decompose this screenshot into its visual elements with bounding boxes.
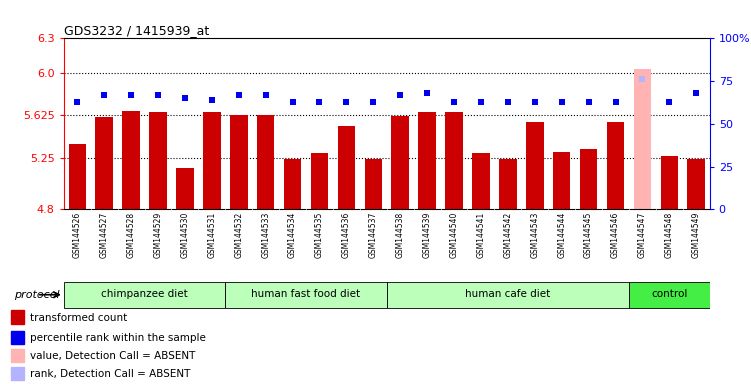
Bar — [634, 69, 651, 209]
Text: GSM144535: GSM144535 — [315, 212, 324, 258]
Bar — [122, 111, 140, 209]
Point — [690, 90, 702, 96]
Bar — [472, 153, 490, 209]
Text: GSM144536: GSM144536 — [342, 212, 351, 258]
Point — [287, 99, 299, 105]
Text: GSM144546: GSM144546 — [611, 212, 620, 258]
Text: control: control — [651, 289, 687, 299]
Bar — [338, 126, 355, 209]
Text: GSM144542: GSM144542 — [503, 212, 512, 258]
Bar — [687, 159, 705, 209]
Text: transformed count: transformed count — [29, 313, 127, 323]
Point — [313, 99, 325, 105]
Text: GSM144532: GSM144532 — [234, 212, 243, 258]
Bar — [445, 112, 463, 209]
Bar — [176, 168, 194, 209]
Text: GSM144545: GSM144545 — [584, 212, 593, 258]
Text: GSM144528: GSM144528 — [127, 212, 136, 258]
Text: GSM144544: GSM144544 — [557, 212, 566, 258]
Text: protocol: protocol — [14, 290, 60, 300]
Point — [152, 92, 164, 98]
Bar — [391, 116, 409, 209]
Bar — [418, 112, 436, 209]
Bar — [553, 152, 571, 209]
Bar — [661, 156, 678, 209]
Bar — [580, 149, 597, 209]
Point — [71, 99, 83, 105]
Text: GSM144547: GSM144547 — [638, 212, 647, 258]
Point — [260, 92, 272, 98]
Bar — [526, 122, 544, 209]
Bar — [149, 113, 167, 209]
Bar — [257, 115, 274, 209]
Text: GSM144537: GSM144537 — [369, 212, 378, 258]
Text: GSM144534: GSM144534 — [288, 212, 297, 258]
Point — [206, 97, 218, 103]
Bar — [11, 349, 25, 362]
Point — [367, 99, 379, 105]
FancyBboxPatch shape — [225, 282, 387, 308]
Point — [556, 99, 568, 105]
Text: GSM144541: GSM144541 — [476, 212, 485, 258]
Point — [475, 99, 487, 105]
Point — [179, 95, 191, 101]
Bar — [11, 310, 25, 324]
Bar — [607, 122, 624, 209]
Text: GSM144531: GSM144531 — [207, 212, 216, 258]
Point — [663, 99, 675, 105]
Point — [421, 90, 433, 96]
Text: human cafe diet: human cafe diet — [465, 289, 550, 299]
Text: human fast food diet: human fast food diet — [252, 289, 360, 299]
Text: chimpanzee diet: chimpanzee diet — [101, 289, 188, 299]
Text: GSM144530: GSM144530 — [180, 212, 189, 258]
Point — [98, 92, 110, 98]
Text: GSM144538: GSM144538 — [396, 212, 405, 258]
Text: GSM144529: GSM144529 — [153, 212, 162, 258]
Bar — [311, 153, 328, 209]
Text: GSM144540: GSM144540 — [450, 212, 459, 258]
Text: GSM144527: GSM144527 — [100, 212, 109, 258]
Point — [125, 92, 137, 98]
Text: GSM144549: GSM144549 — [692, 212, 701, 258]
Text: GSM144543: GSM144543 — [530, 212, 539, 258]
Point — [394, 92, 406, 98]
Point — [610, 99, 622, 105]
Bar — [95, 117, 113, 209]
FancyBboxPatch shape — [629, 282, 710, 308]
Point — [340, 99, 352, 105]
Text: GSM144539: GSM144539 — [423, 212, 432, 258]
Point — [448, 99, 460, 105]
Bar — [364, 159, 382, 209]
Text: rank, Detection Call = ABSENT: rank, Detection Call = ABSENT — [29, 369, 190, 379]
Bar — [203, 112, 221, 209]
Text: value, Detection Call = ABSENT: value, Detection Call = ABSENT — [29, 351, 195, 361]
Bar — [284, 159, 301, 209]
Point — [529, 99, 541, 105]
Text: GSM144533: GSM144533 — [261, 212, 270, 258]
Bar — [68, 144, 86, 209]
Text: percentile rank within the sample: percentile rank within the sample — [29, 333, 206, 343]
Bar — [499, 159, 517, 209]
Text: GSM144548: GSM144548 — [665, 212, 674, 258]
Point — [636, 76, 648, 83]
Text: GSM144526: GSM144526 — [73, 212, 82, 258]
FancyBboxPatch shape — [387, 282, 629, 308]
Point — [583, 99, 595, 105]
Point — [502, 99, 514, 105]
Bar — [11, 331, 25, 344]
Bar — [11, 367, 25, 380]
FancyBboxPatch shape — [64, 282, 225, 308]
Bar — [230, 115, 248, 209]
Point — [233, 92, 245, 98]
Text: GDS3232 / 1415939_at: GDS3232 / 1415939_at — [64, 24, 209, 37]
